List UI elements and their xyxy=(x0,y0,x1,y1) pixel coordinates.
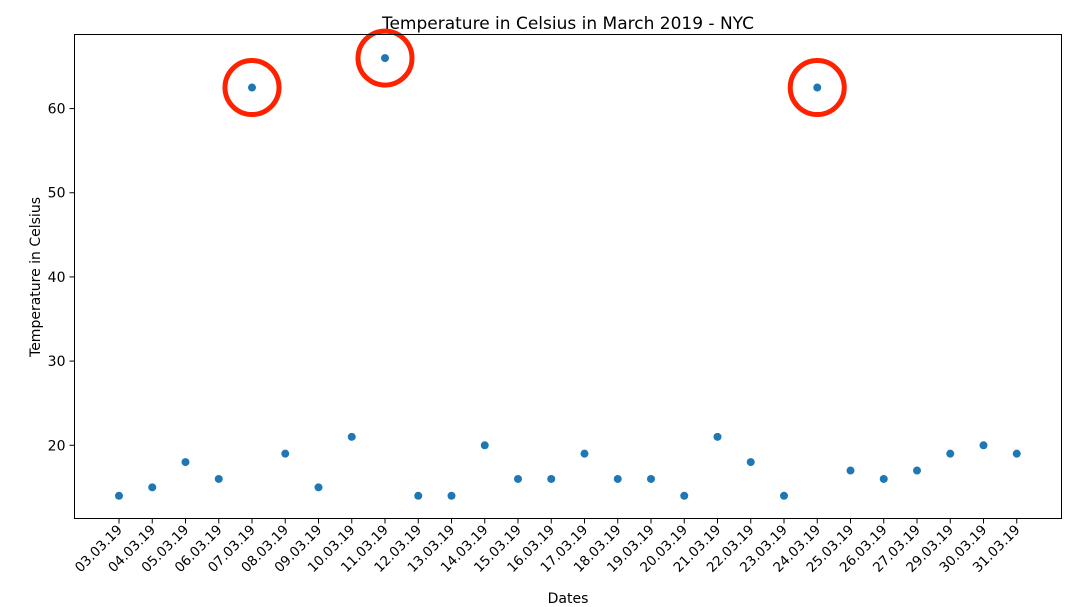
outlier-highlight-circle xyxy=(355,28,415,88)
outlier-highlight-circle xyxy=(222,58,282,118)
outlier-highlight-circle xyxy=(787,58,847,118)
y-tick-label: 30 xyxy=(48,354,66,370)
data-point xyxy=(514,474,522,483)
x-axis-ticks: 03.03.1904.03.1905.03.1906.03.1907.03.19… xyxy=(72,518,1024,576)
data-point xyxy=(480,441,489,450)
data-point xyxy=(547,474,556,483)
data-point xyxy=(780,491,788,500)
data-point xyxy=(913,466,921,475)
data-point xyxy=(347,432,356,441)
y-axis-label: Temperature in Celsius xyxy=(28,197,44,358)
plot-area-frame xyxy=(74,34,1062,519)
data-point xyxy=(1012,449,1021,458)
y-tick-label: 50 xyxy=(48,186,66,202)
data-point xyxy=(846,466,855,475)
x-axis-label: Dates xyxy=(548,591,589,607)
data-point xyxy=(414,491,423,500)
y-tick-label: 60 xyxy=(48,102,66,118)
data-point xyxy=(381,54,389,63)
data-point xyxy=(115,491,123,500)
data-point xyxy=(281,449,290,458)
data-point xyxy=(813,83,822,92)
data-point xyxy=(314,483,323,492)
data-point xyxy=(148,483,157,492)
y-axis-ticks: 20 30 40 50 60 xyxy=(48,102,75,454)
data-point xyxy=(580,449,589,458)
y-tick-label: 20 xyxy=(48,438,66,454)
data-point xyxy=(879,474,888,483)
data-point xyxy=(647,474,655,483)
y-tick-label: 40 xyxy=(48,270,66,286)
data-point xyxy=(214,474,223,483)
data-point xyxy=(680,491,689,500)
data-point xyxy=(746,458,755,467)
data-points xyxy=(115,54,1021,500)
data-point xyxy=(946,449,955,458)
data-point xyxy=(181,458,190,467)
data-point xyxy=(248,83,256,92)
outlier-highlights xyxy=(222,28,847,118)
data-point xyxy=(713,432,722,441)
data-point xyxy=(447,491,456,500)
data-point xyxy=(613,474,622,483)
data-point xyxy=(979,441,988,450)
chart-title: Temperature in Celsius in March 2019 - N… xyxy=(381,14,754,34)
